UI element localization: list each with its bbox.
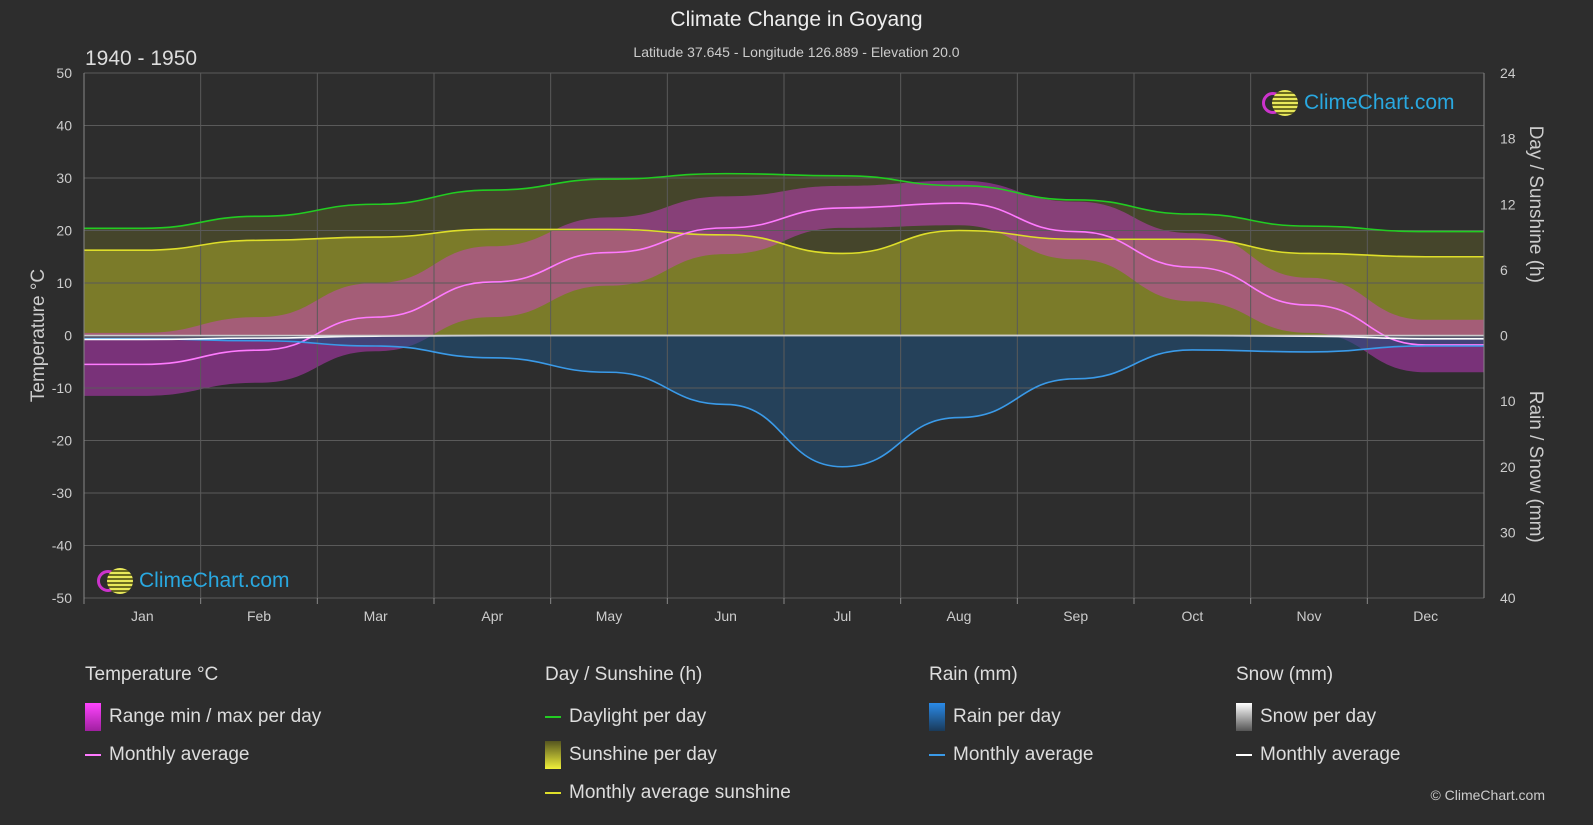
legend-label: Monthly average sunshine <box>569 782 791 803</box>
legend-item: Snow per day <box>1236 698 1400 736</box>
sunshine-avg-swatch <box>545 792 561 794</box>
month-label: Jan <box>131 608 154 624</box>
month-label: Apr <box>481 608 503 624</box>
legend-label: Monthly average <box>1260 744 1401 765</box>
left-tick-label: 0 <box>64 328 72 344</box>
legend-label: Snow per day <box>1260 706 1377 727</box>
legend-item: Monthly average sunshine <box>545 774 791 812</box>
left-tick-label: -20 <box>52 433 72 449</box>
legend-label: Daylight per day <box>569 706 707 727</box>
month-label: Sep <box>1063 608 1088 624</box>
right-top-tick-label: 6 <box>1500 262 1508 278</box>
chart-lines <box>83 172 1484 468</box>
legend-label: Range min / max per day <box>109 706 322 727</box>
right-top-tick-label: 12 <box>1500 196 1516 212</box>
right-top-tick-label: 18 <box>1500 131 1516 147</box>
logo-sun-icon <box>107 568 133 594</box>
logo-text: ClimeChart.com <box>139 569 290 592</box>
right-bottom-tick-label: 30 <box>1500 524 1516 540</box>
left-tick-label: -40 <box>52 538 72 554</box>
month-label: Nov <box>1297 608 1322 624</box>
legend-item: Rain per day <box>929 698 1093 736</box>
legend-head: Snow (mm) <box>1236 664 1334 685</box>
logo-text: ClimeChart.com <box>1304 91 1455 114</box>
left-tick-label: 40 <box>56 118 72 134</box>
left-tick-label: 10 <box>56 275 72 291</box>
left-tick-label: 50 <box>56 65 72 81</box>
daylight-swatch <box>545 716 561 718</box>
temperature-avg-line <box>84 202 1484 366</box>
rain-swatch <box>929 703 945 731</box>
rain-avg-swatch <box>929 754 945 756</box>
temp-range-swatch <box>85 703 101 731</box>
legend-item: Range min / max per day <box>85 698 321 736</box>
left-tick-label: -10 <box>52 380 72 396</box>
legend-label: Rain per day <box>953 706 1061 727</box>
month-label: Jun <box>714 608 737 624</box>
month-label: Feb <box>247 608 271 624</box>
legend-item: Monthly average <box>85 736 321 774</box>
logo-top[interactable]: ClimeChart.com <box>1262 90 1455 116</box>
snow-swatch <box>1236 703 1252 731</box>
right-bottom-tick-label: 10 <box>1500 393 1516 409</box>
right-bottom-tick-label: 40 <box>1500 590 1516 606</box>
legend-snow: Snow (mm) Snow per day Monthly average <box>1236 664 1400 774</box>
right-top-tick-label: 24 <box>1500 65 1516 81</box>
legend-label: Sunshine per day <box>569 744 717 765</box>
legend-label: Monthly average <box>109 744 250 765</box>
month-label: May <box>596 608 622 624</box>
legend-sunshine: Day / Sunshine (h) Daylight per day Suns… <box>545 664 791 812</box>
legend-item: Daylight per day <box>545 698 791 736</box>
logo-bottom[interactable]: ClimeChart.com <box>97 568 290 594</box>
left-tick-label: -50 <box>52 590 72 606</box>
rain-avg-line <box>84 337 1484 468</box>
legend-item: Monthly average <box>1236 736 1400 774</box>
legend-item: Monthly average <box>929 736 1093 774</box>
month-label: Dec <box>1413 608 1438 624</box>
month-label: Jul <box>833 608 851 624</box>
right-bottom-tick-label: 20 <box>1500 459 1516 475</box>
chart-subtitle: Latitude 37.645 - Longitude 126.889 - El… <box>633 44 960 60</box>
legend-head: Day / Sunshine (h) <box>545 664 703 685</box>
left-axis-title: Temperature °C <box>28 269 49 402</box>
legend-head: Rain (mm) <box>929 664 1018 685</box>
left-tick-label: 30 <box>56 170 72 186</box>
legend-rain: Rain (mm) Rain per day Monthly average <box>929 664 1093 774</box>
logo-sun-icon <box>1272 90 1298 116</box>
chart-axes: 50 40 30 20 10 0 -10 -20 -30 -40 -50 24 18 12 6 0 10 20 30… <box>28 65 1546 624</box>
left-tick-label: -30 <box>52 485 72 501</box>
period-label: 1940 - 1950 <box>85 47 198 70</box>
month-label: Oct <box>1181 608 1203 624</box>
right-top-tick-label: 0 <box>1500 328 1508 344</box>
legend-head: Temperature °C <box>85 664 219 685</box>
legend-label: Monthly average <box>953 744 1094 765</box>
copyright: © ClimeChart.com <box>1430 787 1545 803</box>
chart-title: Climate Change in Goyang <box>670 8 923 31</box>
right-bottom-axis-title: Rain / Snow (mm) <box>1525 391 1546 543</box>
month-label: Aug <box>947 608 972 624</box>
legend-item: Sunshine per day <box>545 736 791 774</box>
daylight-line <box>83 172 1484 233</box>
left-tick-label: 20 <box>56 223 72 239</box>
month-label: Mar <box>364 608 388 624</box>
sunshine-swatch <box>545 741 561 769</box>
snow-avg-swatch <box>1236 754 1252 756</box>
right-top-axis-title: Day / Sunshine (h) <box>1525 126 1546 283</box>
temp-avg-swatch <box>85 754 101 756</box>
sunshine-avg-line <box>84 228 1484 258</box>
legend-temperature: Temperature °C Range min / max per day M… <box>85 664 321 774</box>
